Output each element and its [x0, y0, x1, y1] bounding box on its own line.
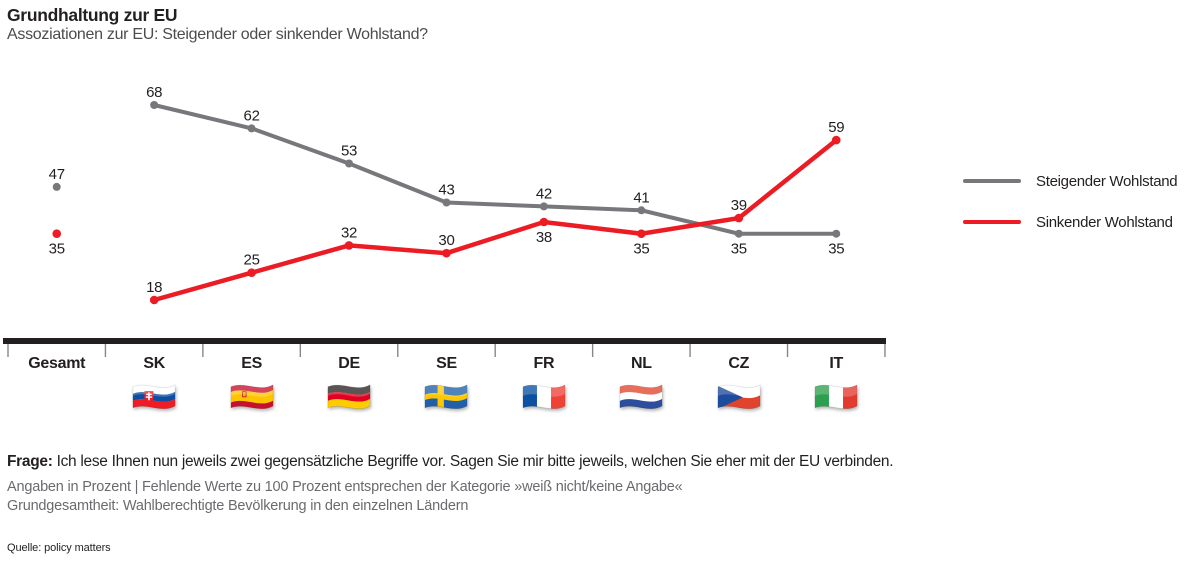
data-point	[149, 295, 159, 305]
value-label: 35	[828, 241, 844, 258]
flag-nl-icon	[619, 384, 663, 409]
category-label-de: DE	[338, 355, 360, 372]
category-label-gesamt: Gesamt	[28, 355, 86, 372]
value-label: 42	[536, 185, 552, 202]
flag-de-icon	[327, 384, 371, 409]
flag-se-icon	[425, 384, 468, 409]
category-cell-es: ES	[203, 352, 300, 418]
data-point	[247, 268, 256, 278]
category-cell-it: IT	[788, 352, 885, 418]
category-label-es: ES	[241, 355, 262, 372]
legend-line-red-icon	[963, 219, 1021, 225]
value-label: 41	[633, 189, 649, 206]
category-label-it: IT	[829, 355, 844, 372]
category-label-cz: CZ	[728, 355, 750, 372]
category-cell-sk: SK	[105, 352, 202, 418]
question-text: Ich lese Ihnen nun jeweils zwei gegensät…	[56, 453, 894, 470]
data-point	[247, 124, 256, 133]
legend-line-gray-icon	[963, 178, 1021, 184]
legend-label: Sinkender Wohlstand	[1036, 213, 1173, 231]
footnote-percent: Angaben in Prozent | Fehlende Werte zu 1…	[7, 479, 683, 495]
legend-item-steigender-wohlstand: Steigender Wohlstand	[963, 171, 1178, 191]
value-label: 53	[341, 143, 357, 160]
value-label: 38	[536, 229, 552, 246]
value-label: 35	[731, 241, 747, 258]
data-point	[539, 202, 548, 211]
value-label: 47	[49, 166, 65, 183]
category-cell-de: DE	[300, 352, 397, 418]
question-line: Frage: Ich lese Ihnen nun jeweils zwei g…	[7, 453, 894, 471]
data-point	[832, 229, 841, 238]
footnote-population: Grundgesamtheit: Wahlberechtigte Bevölke…	[7, 497, 469, 514]
page-subtitle: Assoziationen zur EU: Steigender oder si…	[7, 26, 428, 43]
data-point	[637, 206, 646, 215]
value-label: 30	[438, 232, 454, 249]
value-label: 35	[633, 241, 649, 258]
category-label-nl: NL	[630, 355, 652, 372]
series-line-1	[151, 137, 839, 303]
x-axis-bar	[3, 338, 886, 344]
value-label: 25	[244, 252, 260, 269]
category-cell-se: SE	[398, 352, 495, 418]
value-label: 68	[146, 84, 162, 101]
category-cell-gesamt: Gesamt	[8, 352, 105, 418]
footer: Frage: Ich lese Ihnen nun jeweils zwei g…	[7, 453, 894, 554]
category-label-se: SE	[436, 355, 457, 372]
data-point	[344, 241, 354, 250]
flag-sk-icon	[132, 384, 176, 409]
value-label: 32	[341, 224, 357, 241]
value-label: 59	[828, 119, 844, 136]
data-point	[442, 248, 451, 258]
value-label: 18	[146, 279, 162, 296]
legend-item-sinkender-wohlstand: Sinkender Wohlstand	[963, 212, 1177, 232]
data-point	[52, 229, 62, 238]
value-label: 35	[49, 241, 65, 258]
source-credit: Quelle: policy matters	[7, 542, 111, 554]
page-title: Grundhaltung zur EU	[7, 5, 178, 25]
category-label-fr: FR	[533, 355, 555, 372]
category-cell-fr: FR	[495, 352, 592, 418]
data-point	[345, 159, 354, 168]
category-axis: Gesamt SK ES DE SE FR NL CZ IT	[8, 352, 885, 418]
question-label: Frage:	[7, 453, 53, 470]
data-point	[442, 198, 451, 207]
legend-label: Steigender Wohlstand	[1036, 172, 1178, 190]
category-cell-nl: NL	[593, 352, 690, 418]
flag-fr-icon	[522, 384, 566, 409]
legend: Steigender Wohlstand Sinkender Wohlstand	[963, 171, 1178, 253]
data-point	[637, 229, 646, 238]
flag-cz-icon	[717, 384, 761, 409]
flag-it-icon	[814, 384, 858, 409]
data-point	[52, 182, 61, 191]
data-point	[539, 217, 549, 227]
value-label: 39	[731, 197, 747, 214]
flag-es-icon	[230, 384, 273, 409]
series-line-0	[152, 103, 839, 236]
value-label: 62	[244, 107, 260, 124]
line-chart: 47 68 62 53 43 42 41 35 35 35 18 25 32 30 38 35 39 59	[3, 84, 886, 357]
data-point	[734, 213, 744, 223]
category-label-sk: SK	[143, 355, 165, 372]
data-point	[150, 101, 159, 109]
value-label: 43	[438, 182, 454, 199]
data-point	[831, 135, 841, 145]
footnotes: Angaben in Prozent | Fehlende Werte zu 1…	[7, 478, 893, 515]
data-point	[734, 229, 743, 238]
category-cell-cz: CZ	[690, 352, 787, 418]
